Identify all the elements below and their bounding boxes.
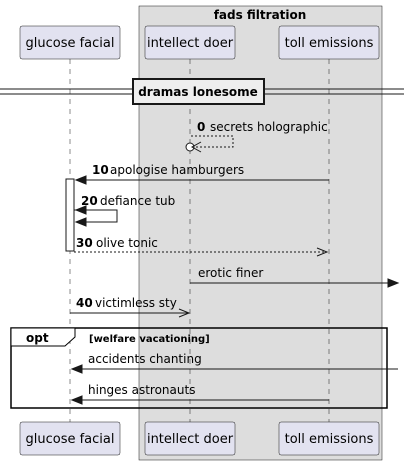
message-0-num: 0 — [197, 120, 205, 134]
message-0-arrow — [191, 135, 234, 148]
participant-toll-emissions-bottom — [278, 421, 380, 456]
activation-bar — [65, 178, 75, 252]
arrowhead — [74, 217, 87, 227]
participant-label: glucose facial — [26, 432, 115, 447]
participant-intellect-doer-top — [144, 25, 236, 60]
group-title: fads filtration — [214, 8, 307, 22]
arrowhead — [178, 308, 191, 318]
message-hinges-astronauts-label: hinges astronauts — [88, 383, 195, 397]
participant-label: intellect doer — [147, 36, 234, 51]
divider-box — [132, 78, 265, 105]
arrowhead — [70, 395, 83, 405]
fragment-tab — [10, 327, 76, 347]
participant-toll-emissions-top — [278, 25, 380, 60]
message-20-label: defiance tub — [100, 194, 175, 208]
lost-circle — [185, 142, 195, 152]
participant-intellect-doer-bottom — [144, 421, 236, 456]
message-40-num: 40 — [76, 296, 93, 310]
fragment-guard: [welfare vacationing] — [89, 334, 210, 345]
message-30-label: olive tonic — [96, 236, 158, 250]
message-0-label: secrets holographic — [210, 120, 328, 134]
participant-label: intellect doer — [147, 432, 234, 447]
arrowhead — [74, 205, 87, 215]
participant-glucose-facial-top — [19, 25, 121, 60]
arrowhead — [70, 364, 83, 374]
arrowhead — [190, 141, 202, 153]
participant-label: toll emissions — [285, 432, 374, 447]
message-20-arrow — [74, 209, 118, 223]
message-10-label: apologise hamburgers — [110, 163, 244, 177]
participant-label: toll emissions — [285, 36, 374, 51]
divider-label: dramas lonesome — [138, 85, 258, 99]
participant-glucose-facial-bottom — [19, 421, 121, 456]
message-accidents-chanting-label: accidents chanting — [88, 352, 202, 366]
message-30-num: 30 — [76, 236, 93, 250]
message-10-num: 10 — [92, 163, 109, 177]
message-20-num: 20 — [81, 194, 98, 208]
arrowhead — [74, 175, 87, 185]
arrowhead — [316, 247, 329, 257]
message-40-label: victimless sty — [95, 296, 177, 310]
message-erotic-finer-label: erotic finer — [198, 266, 263, 280]
fragment-keyword: opt — [26, 331, 49, 345]
participant-label: glucose facial — [26, 36, 115, 51]
opt-fragment — [10, 327, 388, 409]
arrowhead — [387, 278, 400, 288]
